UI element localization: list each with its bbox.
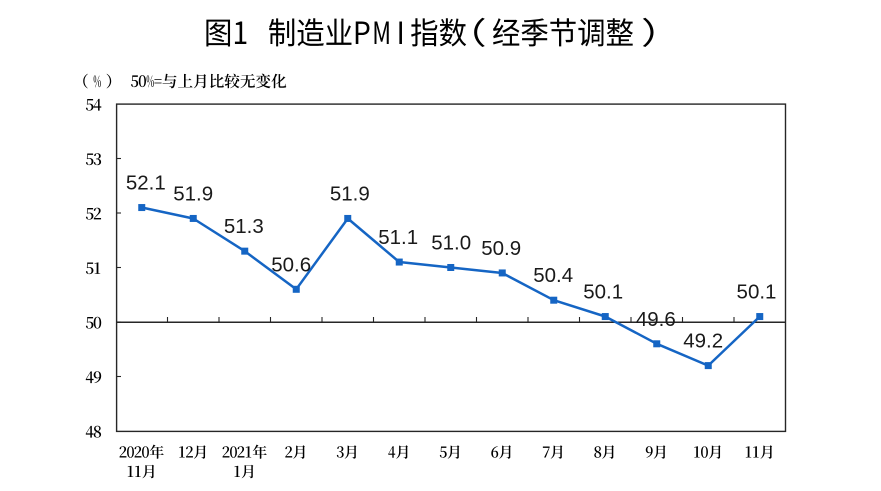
- svg-text:50.6: 50.6: [271, 253, 311, 276]
- svg-text:51.0: 51.0: [431, 232, 471, 255]
- svg-text:51.1: 51.1: [378, 226, 418, 249]
- svg-text:51.9: 51.9: [173, 183, 213, 206]
- svg-text:49.2: 49.2: [683, 330, 723, 353]
- svg-text:50.1: 50.1: [737, 281, 777, 304]
- svg-text:51.3: 51.3: [224, 215, 264, 238]
- svg-text:50.1: 50.1: [583, 281, 623, 304]
- svg-text:50.9: 50.9: [481, 237, 521, 260]
- svg-text:49.6: 49.6: [636, 308, 676, 331]
- svg-text:51.9: 51.9: [330, 183, 370, 206]
- svg-text:50.4: 50.4: [533, 264, 573, 287]
- svg-text:52.1: 52.1: [126, 172, 166, 195]
